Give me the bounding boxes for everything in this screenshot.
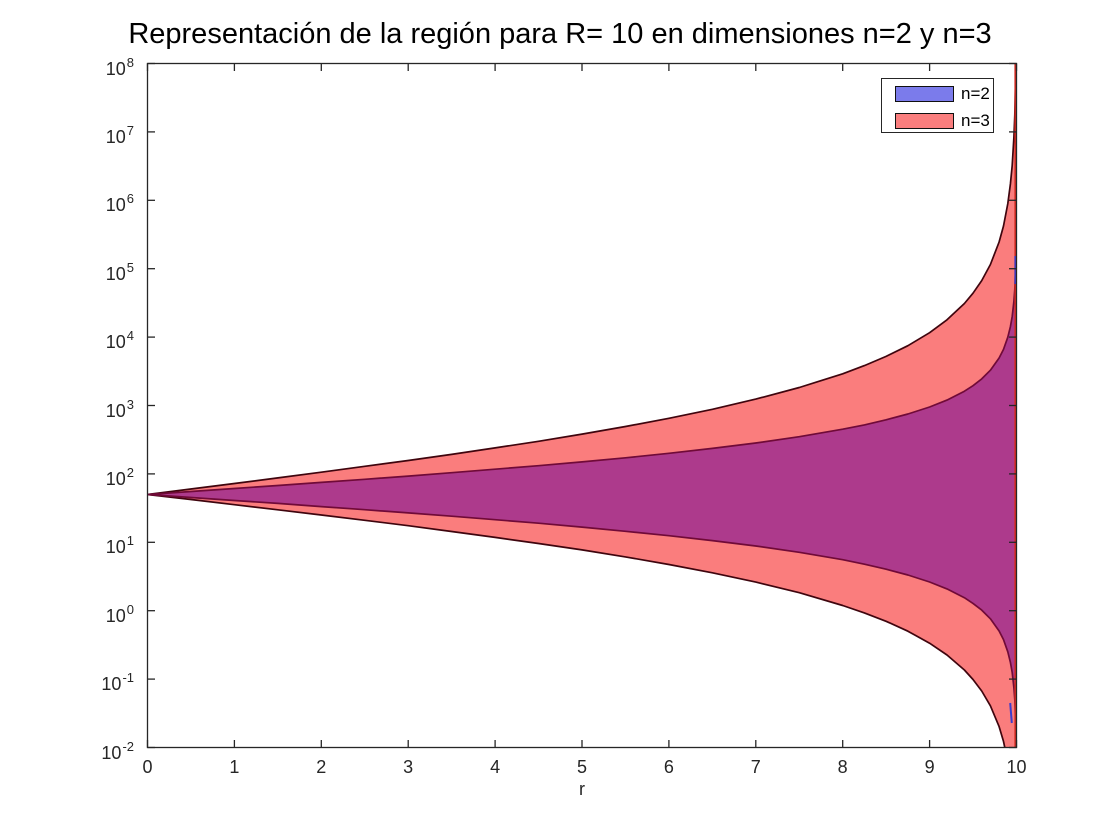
x-tick-label: 8	[837, 757, 848, 777]
x-tick-label: 10	[1006, 757, 1027, 777]
axes-box	[146, 62, 1018, 749]
y-tick-label: 108	[105, 54, 134, 79]
x-tick-label: 0	[142, 757, 153, 777]
legend-label-n2: n=2	[961, 83, 990, 103]
x-tick-label: 4	[490, 757, 501, 777]
chart-title: Representación de la región para R= 10 e…	[128, 18, 992, 50]
y-tick-label: 103	[105, 396, 134, 421]
x-tick-label: 2	[316, 757, 327, 777]
x-tick-label: 1	[229, 757, 240, 777]
y-tick-label: 104	[105, 328, 134, 353]
y-tick-label: 101	[105, 533, 134, 558]
x-tick-label: 3	[403, 757, 414, 777]
legend-entry-n3: n=3	[882, 108, 993, 133]
y-tick-label: 107	[105, 122, 134, 147]
y-tick-label: 105	[105, 259, 134, 284]
legend-swatch-n2	[895, 85, 954, 102]
legend: n=2 n=3	[881, 78, 994, 133]
y-tick-label: 100	[105, 601, 134, 626]
right-edge-blue-curve-bottom	[1009, 702, 1013, 724]
x-tick-label: 5	[576, 757, 587, 777]
x-tick-label: 6	[663, 757, 674, 777]
legend-label-n3: n=3	[961, 110, 990, 130]
legend-swatch-n3	[895, 112, 954, 129]
x-tick-label: 7	[750, 757, 761, 777]
region-n2	[147, 247, 1017, 742]
y-tick-label: 10-1	[101, 670, 134, 695]
x-axis-label: r	[579, 779, 585, 799]
x-tick-label: 9	[924, 757, 935, 777]
legend-entry-n2: n=2	[882, 81, 993, 106]
regions	[147, 63, 1017, 748]
y-tick-label: 106	[105, 191, 134, 216]
y-tick-label: 10-2	[101, 738, 134, 763]
y-tick-label: 102	[105, 464, 134, 489]
